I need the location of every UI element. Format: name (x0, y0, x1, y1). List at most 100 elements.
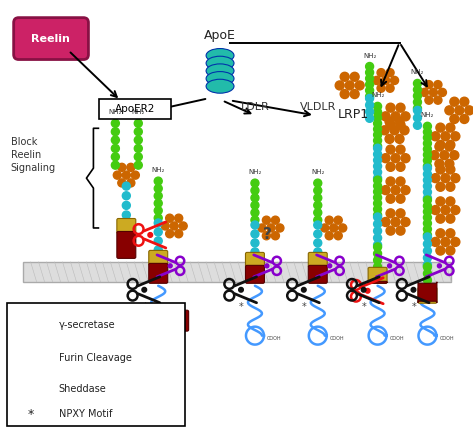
Circle shape (423, 194, 431, 202)
FancyBboxPatch shape (149, 251, 168, 265)
Text: COOH: COOH (439, 336, 454, 341)
Circle shape (154, 246, 162, 254)
Circle shape (365, 92, 374, 100)
Circle shape (373, 76, 381, 85)
Text: COOH: COOH (170, 336, 185, 341)
Circle shape (374, 120, 382, 127)
Circle shape (361, 287, 366, 292)
Circle shape (314, 239, 322, 247)
Text: ApoE: ApoE (204, 28, 236, 42)
FancyBboxPatch shape (117, 231, 136, 258)
Circle shape (374, 131, 382, 139)
FancyBboxPatch shape (7, 303, 185, 426)
Circle shape (429, 88, 438, 96)
Circle shape (374, 234, 382, 242)
Circle shape (154, 237, 162, 245)
FancyBboxPatch shape (246, 252, 264, 267)
Text: COOH: COOH (267, 336, 282, 341)
Circle shape (423, 263, 431, 271)
Circle shape (374, 182, 382, 190)
Circle shape (111, 153, 119, 161)
Circle shape (411, 287, 416, 292)
Circle shape (423, 176, 431, 184)
Circle shape (423, 134, 431, 141)
Circle shape (400, 126, 409, 135)
Circle shape (251, 239, 259, 247)
Text: NH₂: NH₂ (411, 70, 424, 75)
Circle shape (382, 76, 390, 85)
Circle shape (396, 145, 405, 154)
Circle shape (174, 214, 182, 222)
Text: Furin Cleavage: Furin Cleavage (58, 353, 131, 363)
Circle shape (340, 90, 349, 99)
Circle shape (377, 69, 385, 77)
Text: LDLR: LDLR (241, 102, 269, 112)
Circle shape (396, 209, 405, 218)
Circle shape (460, 97, 469, 106)
Circle shape (451, 237, 460, 247)
Circle shape (396, 194, 405, 203)
Circle shape (386, 103, 395, 112)
Circle shape (436, 182, 445, 191)
Circle shape (391, 76, 399, 85)
Circle shape (445, 142, 454, 151)
Circle shape (386, 120, 395, 130)
Circle shape (170, 222, 178, 230)
Circle shape (386, 84, 394, 92)
Circle shape (111, 136, 119, 144)
Circle shape (395, 134, 404, 143)
Circle shape (365, 289, 370, 293)
Circle shape (386, 209, 395, 218)
FancyBboxPatch shape (23, 262, 451, 282)
Circle shape (330, 224, 338, 232)
Circle shape (381, 186, 390, 194)
Circle shape (423, 162, 431, 170)
Circle shape (350, 72, 359, 81)
Circle shape (374, 188, 382, 196)
Circle shape (441, 205, 450, 215)
Circle shape (396, 226, 405, 235)
Text: Sheddase: Sheddase (58, 385, 106, 395)
Circle shape (381, 154, 390, 162)
Circle shape (435, 159, 444, 168)
Circle shape (154, 184, 162, 192)
Circle shape (374, 205, 382, 213)
Circle shape (446, 141, 455, 149)
FancyBboxPatch shape (308, 252, 327, 267)
Circle shape (451, 173, 460, 183)
Circle shape (436, 123, 445, 132)
Circle shape (374, 199, 382, 207)
Text: NPXY Motif: NPXY Motif (58, 410, 112, 419)
Circle shape (423, 182, 431, 190)
Circle shape (401, 186, 410, 194)
Circle shape (148, 233, 153, 237)
Circle shape (374, 256, 382, 264)
Circle shape (365, 95, 374, 102)
Circle shape (334, 232, 342, 240)
Circle shape (365, 114, 374, 122)
Text: COOH: COOH (330, 336, 344, 341)
Circle shape (425, 96, 433, 104)
Circle shape (423, 164, 431, 172)
Text: γ-secretase: γ-secretase (58, 320, 115, 330)
Circle shape (423, 225, 431, 233)
Circle shape (314, 194, 322, 202)
Ellipse shape (206, 56, 234, 70)
Circle shape (338, 224, 346, 232)
Circle shape (374, 211, 382, 219)
Circle shape (165, 230, 174, 238)
Text: *: * (411, 302, 416, 312)
Text: *: * (302, 302, 307, 312)
Circle shape (436, 246, 445, 255)
Circle shape (390, 126, 399, 135)
Circle shape (263, 232, 271, 240)
Circle shape (436, 165, 445, 174)
Circle shape (374, 213, 382, 221)
FancyBboxPatch shape (246, 265, 264, 283)
Ellipse shape (206, 49, 234, 63)
Circle shape (154, 207, 162, 215)
Circle shape (381, 218, 390, 226)
Circle shape (423, 231, 431, 239)
Circle shape (238, 287, 243, 292)
Circle shape (328, 264, 332, 268)
